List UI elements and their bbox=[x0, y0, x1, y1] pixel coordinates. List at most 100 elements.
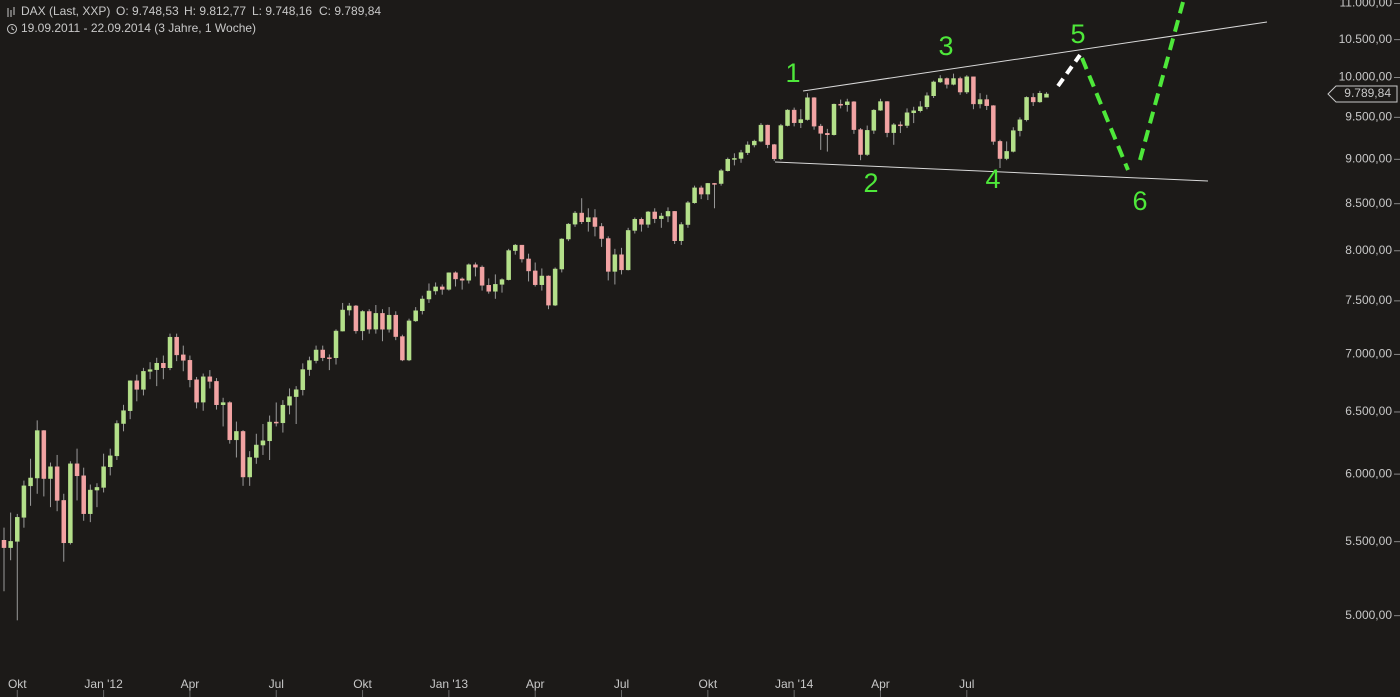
x-tick-label: Jan '13 bbox=[430, 677, 469, 691]
candle-body bbox=[532, 270, 538, 285]
candle-body bbox=[273, 421, 279, 424]
x-tick-label: Apr bbox=[181, 677, 200, 691]
candle-body bbox=[997, 141, 1003, 159]
candle-body bbox=[420, 298, 425, 312]
candle-body bbox=[426, 290, 432, 300]
x-tick-label: Apr bbox=[871, 677, 890, 691]
candle-body bbox=[971, 76, 976, 105]
candle-body bbox=[758, 124, 764, 142]
candle-body bbox=[167, 336, 173, 368]
y-tick-label: 8.500,00 bbox=[1345, 196, 1392, 210]
candle-body bbox=[851, 101, 857, 130]
candle-body bbox=[307, 360, 312, 370]
candle-body bbox=[818, 125, 823, 134]
candle-body bbox=[1037, 93, 1043, 103]
x-tick-label: Jul bbox=[269, 677, 284, 691]
candle-body bbox=[493, 284, 498, 292]
candle-body bbox=[911, 110, 916, 114]
candle-body bbox=[831, 103, 837, 135]
trendline bbox=[802, 21, 1268, 92]
candle-body bbox=[745, 144, 750, 153]
candle-body bbox=[360, 311, 365, 332]
candle-body bbox=[406, 320, 412, 361]
candle-body bbox=[433, 286, 438, 292]
candle-body bbox=[439, 286, 445, 290]
candle-body bbox=[127, 380, 133, 411]
candle-body bbox=[904, 112, 910, 126]
y-tick-label: 7.500,00 bbox=[1345, 293, 1392, 307]
candle-body bbox=[1011, 130, 1016, 152]
candle-body bbox=[605, 238, 611, 272]
candle-body bbox=[632, 219, 638, 231]
candle-body bbox=[393, 314, 399, 337]
candle-body bbox=[453, 272, 458, 280]
candle-body bbox=[41, 430, 47, 479]
candle-body bbox=[639, 219, 644, 225]
candle-body bbox=[878, 101, 883, 111]
candle-body bbox=[187, 360, 193, 381]
candle-body bbox=[858, 129, 863, 155]
candle-body bbox=[692, 187, 697, 204]
candle-body bbox=[951, 78, 956, 85]
candle-body bbox=[400, 336, 405, 361]
y-tick-label: 7.000,00 bbox=[1345, 347, 1392, 361]
candle-body bbox=[479, 266, 485, 286]
candle-body bbox=[254, 444, 259, 458]
candle-body bbox=[340, 309, 345, 332]
candle-body bbox=[366, 311, 372, 330]
candle-body bbox=[566, 223, 571, 240]
candle-body bbox=[957, 78, 963, 93]
candle-body bbox=[347, 305, 352, 311]
candle-body bbox=[313, 349, 319, 361]
candle-body bbox=[141, 371, 146, 390]
candle-body bbox=[752, 140, 757, 146]
candle-body bbox=[924, 95, 930, 108]
x-tick-label: Jul bbox=[959, 677, 974, 691]
candle-body bbox=[333, 330, 339, 359]
candle-body bbox=[15, 517, 20, 542]
candle-body bbox=[778, 125, 784, 160]
ohlc-label: H: 9.812,77 bbox=[184, 4, 246, 18]
wave-label: 6 bbox=[1132, 186, 1147, 216]
candle-body bbox=[712, 183, 717, 185]
candle-body bbox=[380, 313, 385, 330]
candle-body bbox=[280, 404, 286, 424]
candle-body bbox=[28, 477, 33, 487]
candle-body bbox=[486, 285, 491, 292]
candle-body bbox=[459, 278, 465, 281]
y-tick-label: 5.500,00 bbox=[1345, 534, 1392, 548]
candle-body bbox=[114, 423, 120, 457]
x-tick-label: Okt bbox=[699, 677, 718, 691]
candle-body bbox=[121, 410, 126, 424]
wave-label: 3 bbox=[938, 31, 953, 61]
candle-body bbox=[838, 103, 843, 106]
candle-body bbox=[506, 250, 511, 280]
candle-body bbox=[54, 466, 60, 501]
candle-body bbox=[101, 466, 106, 488]
candle-body bbox=[705, 183, 711, 195]
candle-body bbox=[1024, 97, 1029, 121]
candle-body bbox=[898, 124, 903, 127]
candle-body bbox=[592, 217, 598, 227]
candle-body bbox=[918, 106, 923, 111]
candle-body bbox=[88, 489, 93, 514]
projection-line bbox=[1080, 57, 1130, 171]
x-tick-label: Apr bbox=[526, 677, 545, 691]
projection-line bbox=[1056, 53, 1082, 88]
candle-body bbox=[473, 264, 478, 268]
y-tick-label: 11.000,00 bbox=[1340, 0, 1393, 10]
candle-body bbox=[220, 402, 226, 405]
candle-body bbox=[546, 275, 551, 306]
candle-body bbox=[327, 357, 332, 359]
candle-body bbox=[652, 211, 657, 219]
y-tick-label: 6.000,00 bbox=[1345, 466, 1392, 480]
candle-body bbox=[718, 170, 724, 184]
candle-body bbox=[612, 254, 618, 272]
candle-body bbox=[74, 463, 80, 477]
x-tick-label: Jan '12 bbox=[84, 677, 123, 691]
candle-body bbox=[659, 215, 664, 219]
candle-body bbox=[771, 144, 777, 160]
x-tick-label: Jul bbox=[614, 677, 629, 691]
candle-body bbox=[725, 158, 731, 171]
